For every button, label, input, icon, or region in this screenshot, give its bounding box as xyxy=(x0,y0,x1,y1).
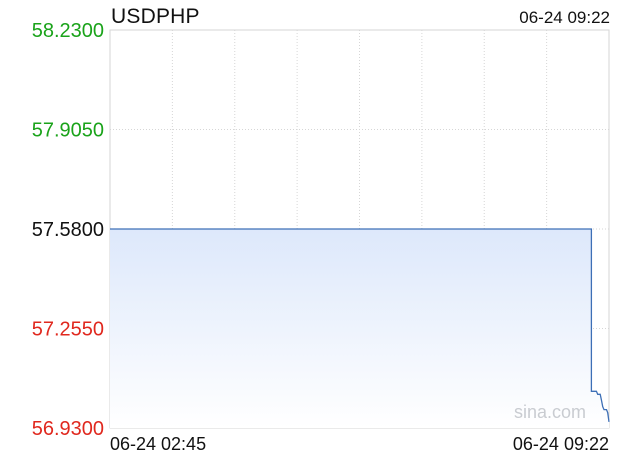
x-tick-label-end: 06-24 09:22 xyxy=(513,434,609,454)
price-series-line xyxy=(110,228,610,422)
y-tick-label: 56.9300 xyxy=(32,418,104,440)
chart-title: USDPHP xyxy=(111,5,200,28)
y-tick-label: 57.2550 xyxy=(32,319,104,341)
x-tick-label-start: 06-24 02:45 xyxy=(110,434,206,454)
y-axis-ticks: 58.2300 57.9050 57.5800 57.2550 56.9300 xyxy=(32,20,104,440)
price-area xyxy=(110,229,609,428)
y-tick-label: 57.9050 xyxy=(32,120,104,142)
x-axis-ticks: 06-24 02:45 06-24 09:22 xyxy=(110,434,609,454)
price-area-fill xyxy=(110,229,609,428)
y-tick-label: 57.5800 xyxy=(32,219,104,241)
price-line xyxy=(110,228,610,422)
timestamp-label: 06-24 09:22 xyxy=(519,8,610,27)
y-tick-label: 58.2300 xyxy=(32,20,104,42)
watermark-text: sina.com xyxy=(514,402,586,422)
